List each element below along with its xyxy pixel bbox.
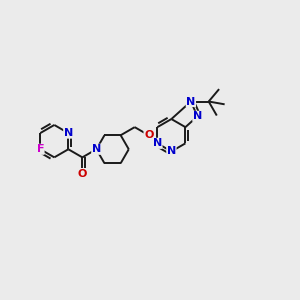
Text: O: O (144, 130, 153, 140)
Text: O: O (78, 169, 87, 178)
Text: N: N (92, 144, 101, 154)
Text: N: N (153, 138, 162, 148)
Text: N: N (64, 128, 73, 138)
Text: F: F (37, 144, 44, 154)
Text: N: N (186, 97, 196, 106)
Text: N: N (167, 146, 176, 156)
Text: N: N (193, 111, 202, 121)
